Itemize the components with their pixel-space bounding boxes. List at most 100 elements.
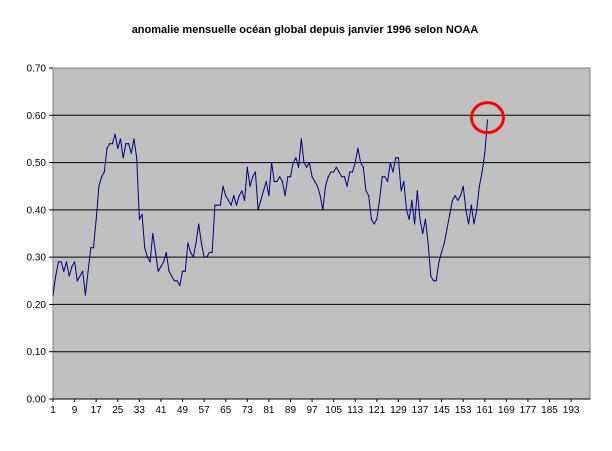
data-point xyxy=(76,280,78,282)
x-tick-label: 49 xyxy=(177,405,189,416)
x-tick-label: 153 xyxy=(455,405,472,416)
data-point xyxy=(419,218,421,220)
data-point xyxy=(427,242,429,244)
data-point xyxy=(476,209,478,211)
data-point xyxy=(106,147,108,149)
data-point xyxy=(249,185,251,187)
data-point xyxy=(211,251,213,254)
data-point xyxy=(254,171,256,173)
data-point xyxy=(403,180,405,183)
data-point xyxy=(454,195,456,197)
data-point xyxy=(176,280,178,282)
data-point xyxy=(235,204,238,206)
data-point xyxy=(284,195,286,197)
data-point xyxy=(308,161,310,164)
data-point xyxy=(281,180,283,183)
chart-title: anomalie mensuelle océan global depuis j… xyxy=(132,24,479,36)
data-point xyxy=(365,190,367,192)
data-point xyxy=(68,275,70,277)
x-tick-label: 185 xyxy=(541,405,558,416)
series-line xyxy=(52,119,488,296)
data-point xyxy=(222,185,224,187)
x-tick-label: 193 xyxy=(563,405,580,416)
data-point xyxy=(79,275,81,277)
x-tick-label: 25 xyxy=(112,405,124,416)
data-point xyxy=(122,157,124,159)
data-point xyxy=(422,232,424,235)
data-point xyxy=(303,161,305,164)
y-tick-label: 0.10 xyxy=(27,347,47,358)
data-point xyxy=(141,213,143,216)
data-point xyxy=(90,247,92,249)
y-tick-label: 0.70 xyxy=(27,64,47,75)
data-point xyxy=(327,176,329,178)
data-point xyxy=(95,218,97,220)
data-point xyxy=(111,143,113,145)
data-point xyxy=(360,161,362,164)
data-point xyxy=(457,199,459,201)
data-point xyxy=(265,180,267,183)
data-point xyxy=(473,223,475,225)
data-point xyxy=(138,218,140,220)
data-point xyxy=(149,261,151,263)
data-point xyxy=(440,251,443,254)
data-point xyxy=(338,171,340,173)
data-point xyxy=(322,209,324,211)
data-point xyxy=(300,138,302,140)
y-tick-label: 0.60 xyxy=(27,111,47,122)
data-point xyxy=(486,119,489,121)
x-tick-label: 89 xyxy=(285,405,297,416)
data-point xyxy=(200,242,203,244)
data-point xyxy=(136,157,138,159)
data-point xyxy=(165,251,167,254)
data-point xyxy=(214,204,216,206)
data-point xyxy=(446,228,448,230)
data-point xyxy=(376,218,378,220)
data-point xyxy=(341,176,343,178)
data-point xyxy=(405,209,408,211)
data-point xyxy=(179,284,181,287)
data-point xyxy=(400,190,402,192)
data-point xyxy=(233,195,235,197)
data-point xyxy=(225,195,227,197)
data-point xyxy=(130,152,132,154)
data-point xyxy=(481,171,483,173)
data-point xyxy=(219,204,221,206)
data-point xyxy=(181,270,184,272)
data-point xyxy=(208,251,211,254)
data-point xyxy=(273,180,275,183)
data-point xyxy=(184,270,186,272)
data-point xyxy=(63,270,65,272)
data-point xyxy=(330,171,332,173)
data-point xyxy=(343,176,346,178)
data-point xyxy=(173,280,176,282)
data-point xyxy=(451,199,453,201)
data-point xyxy=(443,242,445,244)
data-point xyxy=(408,218,410,220)
data-point xyxy=(395,157,397,159)
data-point xyxy=(87,270,89,272)
gridlines xyxy=(53,114,590,353)
y-axis-ticks: 0.00 0.10 0.20 0.30 0.40 0.50 0.60 0.70 xyxy=(27,64,53,406)
x-tick-label: 177 xyxy=(520,405,537,416)
data-point xyxy=(416,190,418,192)
y-tick-label: 0.00 xyxy=(27,395,47,406)
data-point xyxy=(73,261,76,263)
data-point xyxy=(52,294,54,296)
data-point xyxy=(397,157,400,159)
data-point xyxy=(57,261,59,263)
x-tick-label: 33 xyxy=(134,405,146,416)
data-point xyxy=(84,294,86,296)
x-tick-label: 1 xyxy=(50,405,56,416)
data-point xyxy=(144,247,146,249)
data-point xyxy=(238,195,240,197)
data-point xyxy=(381,176,383,178)
data-point xyxy=(370,218,373,220)
data-point xyxy=(154,251,157,254)
data-point xyxy=(241,190,243,192)
data-point xyxy=(459,195,462,197)
data-point xyxy=(354,161,356,164)
data-point xyxy=(351,171,354,173)
data-point xyxy=(60,261,62,263)
x-tick-label: 65 xyxy=(220,405,232,416)
